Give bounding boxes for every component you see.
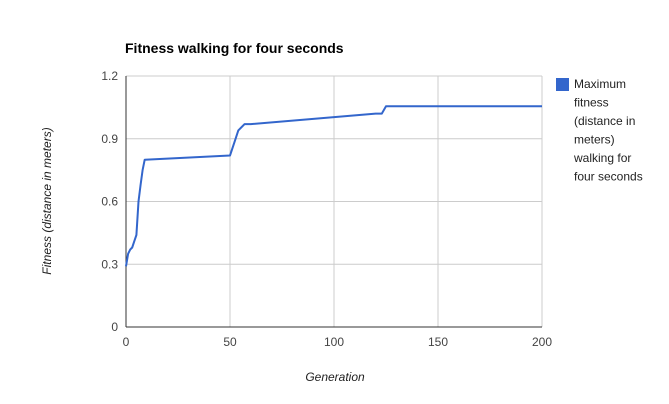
legend-label-line: meters) [574, 133, 615, 147]
legend-swatch [556, 78, 569, 91]
y-axis-title: Fitness (distance in meters) [40, 127, 54, 274]
legend-label-line: Maximum [574, 77, 626, 91]
chart-title: Fitness walking for four seconds [125, 40, 344, 56]
y-tick-label: 0.9 [101, 132, 118, 146]
y-tick-label: 0.3 [101, 257, 118, 271]
legend-label-line: fitness [574, 96, 609, 110]
y-tick-labels: 0 0.3 0.6 0.9 1.2 [101, 69, 118, 334]
x-tick-labels: 0 50 100 150 200 [123, 335, 553, 349]
legend-label: Maximum fitness (distance in meters) walking… [573, 77, 643, 184]
y-tick-label: 1.2 [101, 69, 118, 83]
x-axis-title: Generation [305, 370, 365, 384]
series-line [125, 105, 542, 267]
x-tick-label: 150 [428, 335, 448, 349]
x-tick-label: 50 [223, 335, 237, 349]
x-tick-label: 100 [324, 335, 344, 349]
legend-label-line: (distance in [574, 114, 635, 128]
axes [125, 76, 542, 328]
y-tick-label: 0 [111, 320, 118, 334]
x-tick-label: 0 [123, 335, 130, 349]
x-tick-label: 200 [532, 335, 552, 349]
grid-lines [126, 75, 543, 327]
legend-label-line: four seconds [574, 170, 643, 184]
legend-label-line: walking for [573, 151, 631, 165]
y-tick-label: 0.6 [101, 195, 118, 209]
legend: Maximum fitness (distance in meters) walking… [556, 77, 643, 184]
series-group [125, 105, 542, 267]
